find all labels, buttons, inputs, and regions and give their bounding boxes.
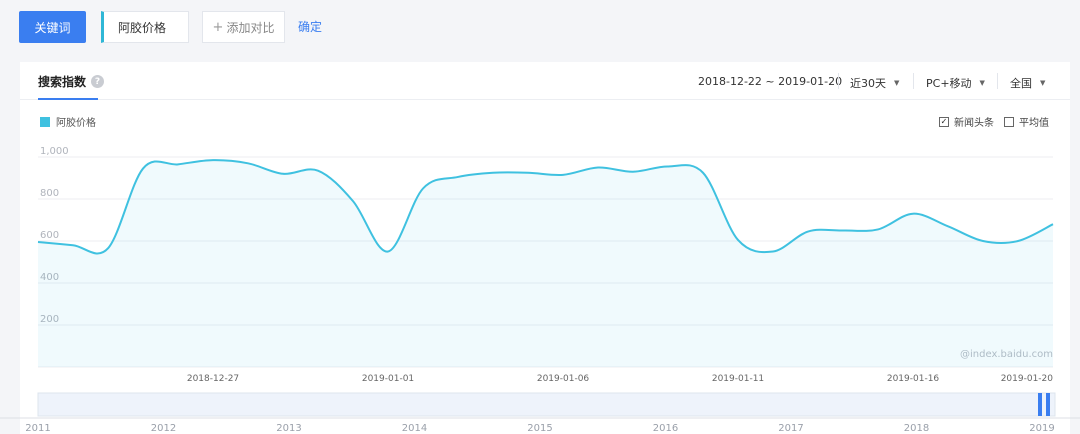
panel-header: 搜索指数 ? 2018-12-22 ~ 2019-01-20 近30天 ▼ PC+… — [20, 62, 1070, 100]
data-point — [281, 172, 285, 176]
region-dropdown[interactable]: 全国 ▼ — [1010, 75, 1045, 91]
data-point — [71, 243, 75, 247]
y-tick-label: 400 — [40, 272, 59, 283]
x-tick-label: 2019-01-20 — [1001, 374, 1054, 384]
data-point — [421, 187, 425, 191]
year-tick-label: 2017 — [778, 423, 803, 434]
data-point — [981, 239, 985, 243]
x-tick-label: 2019-01-01 — [362, 374, 414, 384]
watermark: @index.baidu.com — [960, 349, 1054, 360]
chart-legend[interactable]: 阿胶价格 — [40, 114, 96, 129]
data-point — [666, 164, 670, 168]
data-point — [841, 229, 845, 233]
year-tick-label: 2018 — [904, 423, 929, 434]
data-point — [526, 171, 530, 175]
news-option-label: 新闻头条 — [954, 118, 994, 129]
data-point — [456, 175, 460, 179]
navigator-track — [37, 392, 1056, 417]
date-range-picker[interactable]: 2018-12-22 ~ 2019-01-20 — [698, 75, 843, 88]
keyword-tag[interactable]: 阿胶价格 — [101, 11, 189, 43]
series-line — [37, 159, 1054, 255]
data-point — [351, 199, 355, 203]
data-point — [806, 230, 810, 234]
keyword-tag-label: 阿胶价格 — [118, 20, 167, 35]
tab-search-index-label: 搜索指数 — [38, 75, 87, 89]
divider — [913, 73, 914, 89]
year-tick-label: 2016 — [653, 423, 678, 434]
period-dropdown[interactable]: 近30天 ▼ — [850, 75, 899, 91]
keyword-button[interactable]: 关键词 — [19, 11, 86, 43]
range-handle-left — [1038, 393, 1042, 416]
help-icon[interactable]: ? — [91, 75, 105, 88]
x-tick-label: 2018-12-27 — [187, 374, 239, 384]
y-tick-label: 800 — [40, 188, 59, 199]
data-point — [701, 171, 705, 175]
average-option[interactable]: 平均值 — [1004, 114, 1049, 129]
data-point — [36, 240, 40, 244]
data-point — [876, 227, 880, 231]
add-compare-label: 添加对比 — [226, 20, 275, 35]
year-tick-label: 2011 — [25, 423, 50, 434]
year-tick-label: 2014 — [402, 423, 427, 434]
x-tick-label: 2019-01-11 — [712, 374, 764, 384]
news-checkbox[interactable]: ✓ — [939, 116, 949, 127]
data-point — [736, 238, 740, 242]
data-point — [911, 212, 915, 216]
range-handle[interactable] — [1038, 393, 1050, 416]
tab-underline — [38, 98, 98, 100]
data-point — [1016, 239, 1020, 243]
data-point — [141, 167, 145, 171]
data-point — [561, 173, 565, 177]
caret-down-icon: ▼ — [894, 79, 900, 87]
legend-label: 阿胶价格 — [56, 118, 96, 129]
y-tick-label: 1,000 — [40, 146, 69, 157]
data-point — [176, 162, 180, 166]
year-tick-label: 2013 — [276, 423, 301, 434]
range-handle-right — [1046, 393, 1050, 416]
data-point — [1051, 222, 1055, 226]
data-point — [946, 224, 950, 228]
y-tick-label: 600 — [40, 230, 59, 241]
divider — [838, 73, 839, 89]
range-navigator: 2011 2012 2013 2014 2015 2016 2017 2018 2019 — [25, 392, 1056, 434]
average-checkbox[interactable] — [1004, 116, 1014, 127]
series-area — [38, 160, 1053, 367]
legend-swatch — [40, 116, 50, 127]
data-point — [596, 166, 600, 170]
data-point — [211, 158, 215, 162]
data-point — [771, 250, 775, 254]
year-tick-label: 2012 — [151, 423, 176, 434]
region-label: 全国 — [1010, 77, 1032, 90]
x-tick-label: 2019-01-16 — [887, 374, 940, 384]
data-point — [106, 246, 110, 250]
y-tick-label: 200 — [40, 314, 59, 325]
average-option-label: 平均值 — [1019, 118, 1049, 129]
add-compare-button[interactable]: + 添加对比 — [202, 11, 285, 43]
data-point — [386, 250, 390, 254]
tab-search-index[interactable]: 搜索指数 ? — [38, 73, 105, 90]
year-tick-label: 2019 — [1029, 423, 1054, 434]
caret-down-icon: ▼ — [979, 79, 985, 87]
period-label: 近30天 — [850, 77, 886, 90]
plus-icon: + — [212, 19, 224, 35]
x-tick-label: 2019-01-06 — [537, 374, 590, 384]
data-point — [246, 161, 250, 165]
search-index-panel: 搜索指数 ? 2018-12-22 ~ 2019-01-20 近30天 ▼ PC+… — [20, 62, 1070, 434]
data-point — [316, 169, 320, 173]
divider — [997, 73, 998, 89]
news-option[interactable]: ✓ 新闻头条 — [939, 114, 994, 129]
device-label: PC+移动 — [926, 77, 972, 90]
data-point — [491, 171, 495, 175]
confirm-link[interactable]: 确定 — [298, 20, 323, 34]
device-dropdown[interactable]: PC+移动 ▼ — [926, 75, 985, 91]
year-tick-label: 2015 — [527, 423, 552, 434]
data-point — [631, 170, 635, 174]
caret-down-icon: ▼ — [1040, 79, 1046, 87]
